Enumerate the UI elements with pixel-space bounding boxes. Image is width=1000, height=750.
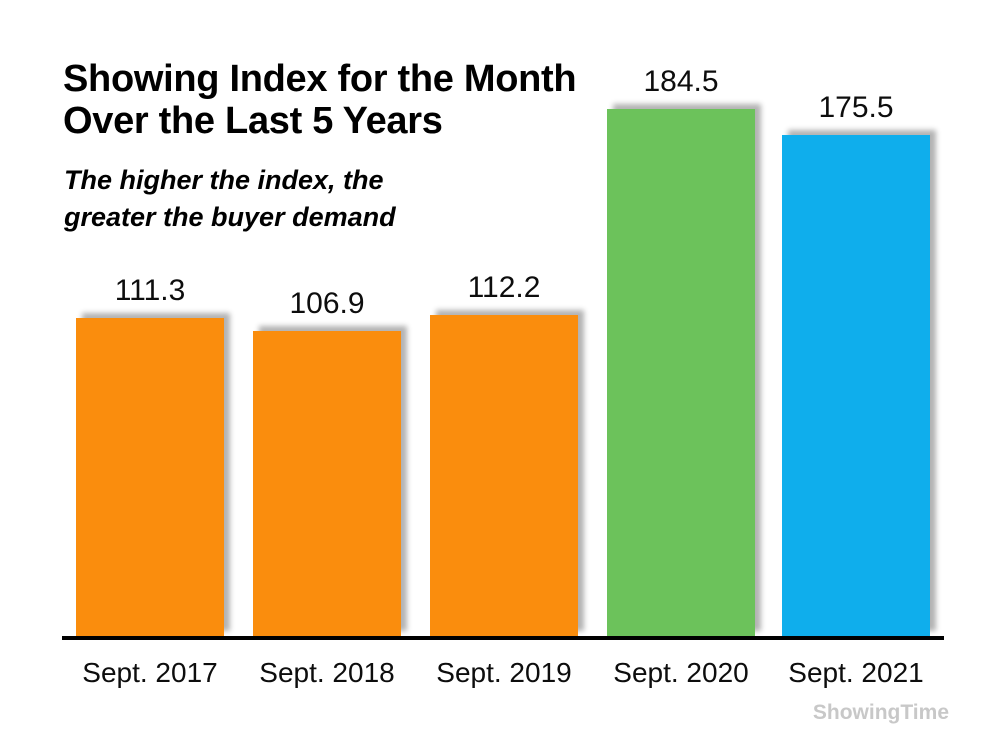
value-label-sept-2017: 111.3 [114, 274, 186, 307]
category-label-sept-2018: Sept. 2018 [259, 657, 395, 688]
bar-sept-2021 [782, 135, 930, 636]
category-label-sept-2020: Sept. 2020 [613, 657, 749, 688]
bar-sept-2018 [253, 331, 401, 636]
value-label-sept-2020: 184.5 [643, 65, 719, 98]
chart-title: Showing Index for the Month Over the Las… [63, 58, 577, 142]
watermark-showingtime: ShowingTime [812, 701, 949, 724]
category-label-sept-2017: Sept. 2017 [82, 657, 218, 688]
value-label-sept-2021: 175.5 [818, 91, 894, 124]
chart-subtitle-line2: greater the buyer demand [64, 202, 396, 232]
chart-subtitle-line1: The higher the index, the [64, 165, 384, 195]
bar-sept-2020 [607, 109, 755, 636]
chart-title-line1: Showing Index for the Month [63, 58, 577, 100]
bar-sept-2019 [430, 315, 578, 636]
chart-subtitle: The higher the index, the greater the bu… [64, 162, 396, 236]
bar-sept-2017 [76, 318, 224, 636]
category-label-sept-2021: Sept. 2021 [788, 657, 924, 688]
value-label-sept-2018: 106.9 [289, 287, 365, 320]
chart-title-line2: Over the Last 5 Years [63, 100, 443, 142]
value-label-sept-2019: 112.2 [467, 271, 541, 304]
category-label-sept-2019: Sept. 2019 [436, 657, 572, 688]
x-axis-line [62, 636, 944, 640]
